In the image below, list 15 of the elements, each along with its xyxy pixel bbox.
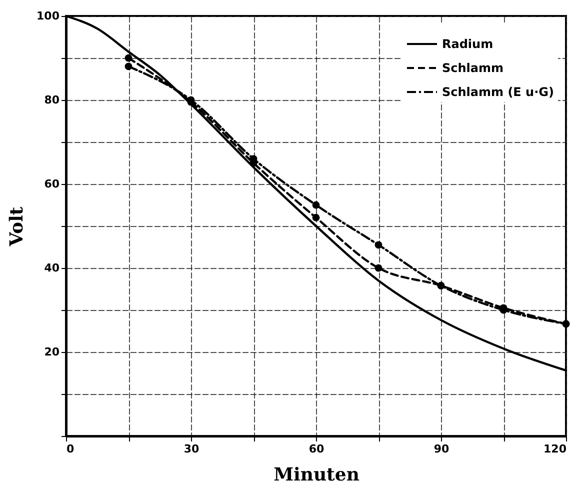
x-tick-label: 0 <box>66 442 74 456</box>
y-tick-label: 80 <box>44 94 60 106</box>
legend-label: Schlamm <box>442 61 504 75</box>
legend-label: Schlamm (E u·G) <box>442 85 554 99</box>
x-tick-label: 60 <box>308 442 324 456</box>
x-tick-label: 30 <box>184 442 200 456</box>
x-tick-label: 90 <box>434 442 450 456</box>
legend-label: Radium <box>442 37 494 51</box>
x-axis-title: Minuten <box>274 464 360 486</box>
y-tick-label: 60 <box>44 178 60 190</box>
x-tick-label: 120 <box>544 442 567 456</box>
y-axis-title: Volt <box>6 206 28 248</box>
y-tick-label: 40 <box>44 262 60 274</box>
y-tick-label: 100 <box>36 10 60 22</box>
y-tick-label: 20 <box>44 346 60 358</box>
